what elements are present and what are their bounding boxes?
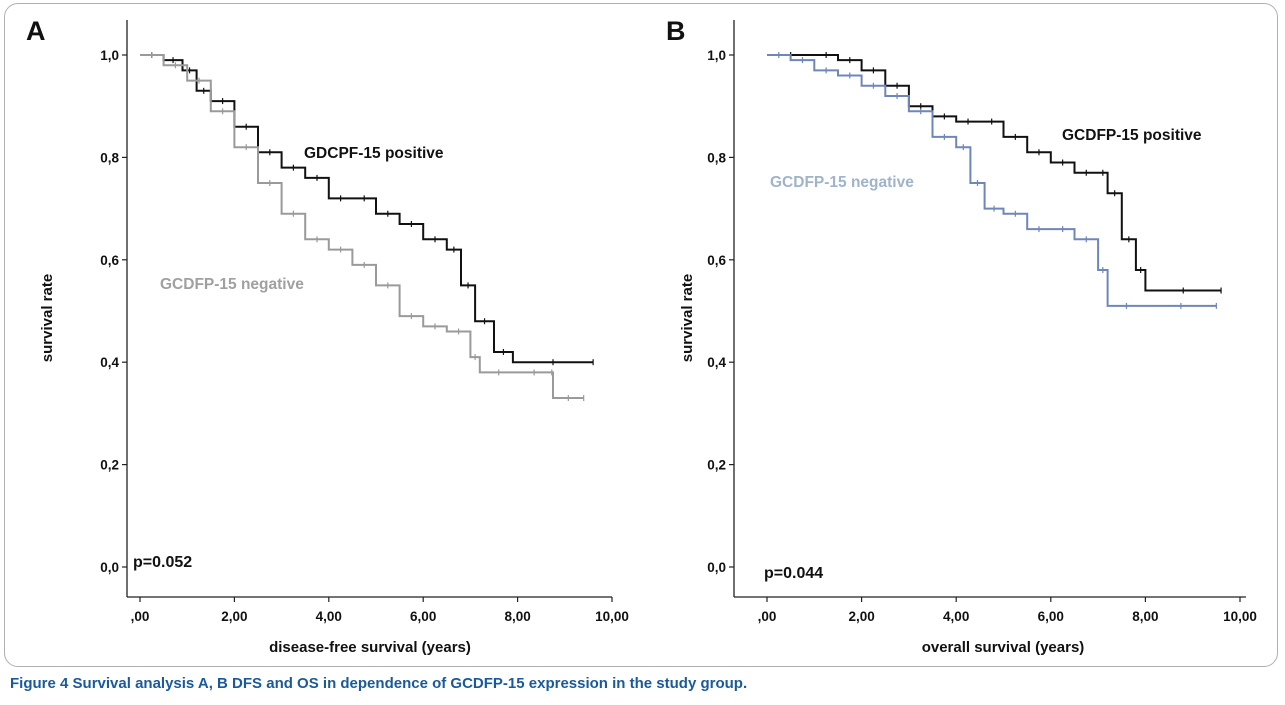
panel-1-ytick-label: 1,0 [707,48,726,63]
panel-1-ytick-label: 0,2 [707,458,726,473]
panel-a-letter: A [26,16,46,46]
panel-0-ytick-label: 0,8 [100,150,119,165]
panel-0-ytick-label: 0,6 [100,253,119,268]
panel-0-xtick-label: ,00 [131,609,150,624]
panel-b-positive-label: GCDFP-15 positive [1062,127,1202,144]
panel-b-xlabel: overall survival (years) [922,639,1085,656]
panel-0-ytick-label: 0,2 [100,458,119,473]
panel-a-negative-label: GCDFP-15 negative [160,276,304,293]
panel-1-xtick-label: 10,00 [1223,609,1257,624]
panel-1-ytick-label: 0,8 [707,150,726,165]
panel-1-xtick-label: 4,00 [943,609,969,624]
panel-1-series-positive [767,54,1222,292]
panel-0-ytick-label: 0,0 [100,560,119,575]
panel-0-xtick-label: 8,00 [504,609,530,624]
panel-1-xtick-label: 2,00 [848,609,874,624]
panel-0-xtick-label: 4,00 [316,609,342,624]
panel-0-ytick-label: 0,4 [100,355,119,370]
panel-b-negative-label: GCDFP-15 negative [770,174,914,191]
panel-1-ytick-label: 0,0 [707,560,726,575]
panel-b-p-value: p=0.044 [764,565,823,582]
panel-1-xtick-label: 8,00 [1132,609,1158,624]
panel-0-ytick-label: 1,0 [100,48,119,63]
figure-caption: Figure 4 Survival analysis A, B DFS and … [10,675,1270,692]
panel-a-p-value: p=0.052 [133,554,192,571]
panel-1-xtick-label: ,00 [758,609,777,624]
panel-a-positive-label: GDCPF-15 positive [304,145,444,162]
panel-1-xtick-label: 6,00 [1038,609,1064,624]
caption-label: Figure 4 [10,675,69,692]
panel-0-xtick-label: 6,00 [410,609,436,624]
panel-1-ytick-label: 0,4 [707,355,726,370]
panel-0-xtick-label: 2,00 [221,609,247,624]
panel-b-letter: B [666,16,686,46]
figure-frame [4,3,1278,667]
panel-a-xlabel: disease-free survival (years) [269,639,471,656]
panel-b-ylabel: survival rate [679,274,696,362]
panel-0-series-positive [140,54,594,364]
panel-a-ylabel: survival rate [39,274,56,362]
panel-1-ytick-label: 0,6 [707,253,726,268]
panel-0-xtick-label: 10,00 [595,609,629,624]
caption-text: Survival analysis A, B DFS and OS in dep… [72,675,748,692]
panel-0-series-negative [140,54,584,399]
